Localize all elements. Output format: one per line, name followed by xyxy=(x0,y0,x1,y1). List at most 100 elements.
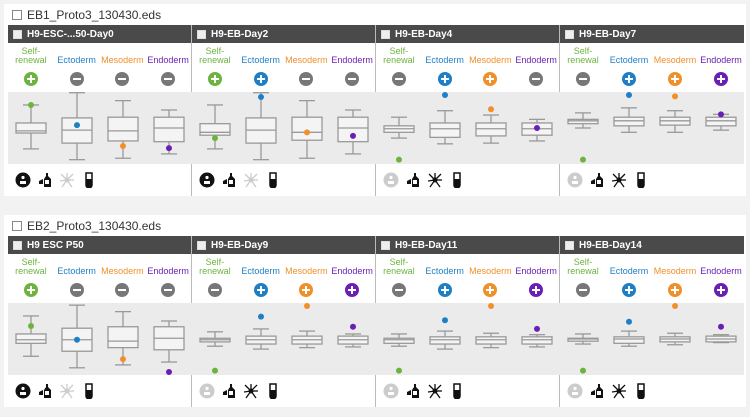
bottle-icon[interactable] xyxy=(37,383,53,399)
call-mesoderm[interactable] xyxy=(100,282,146,297)
tube-icon[interactable] xyxy=(265,172,281,188)
group-checkbox[interactable] xyxy=(12,220,22,231)
call-endoderm[interactable] xyxy=(513,282,559,297)
tube-icon[interactable] xyxy=(449,383,465,399)
bottle-icon[interactable] xyxy=(589,172,605,188)
sample-point[interactable] xyxy=(74,122,80,129)
bottle-icon[interactable] xyxy=(405,383,421,399)
eb-badge-icon[interactable] xyxy=(15,172,31,188)
call-ectoderm[interactable] xyxy=(422,282,468,297)
sample-point[interactable] xyxy=(28,323,34,330)
call-mesoderm[interactable] xyxy=(652,282,698,297)
sample-point[interactable] xyxy=(166,369,172,375)
sample-point[interactable] xyxy=(304,303,310,309)
eb-badge-icon[interactable] xyxy=(567,383,583,399)
call-endoderm[interactable] xyxy=(329,282,375,297)
sample-point[interactable] xyxy=(396,156,402,163)
sample-checkbox[interactable] xyxy=(197,29,206,39)
sample-point[interactable] xyxy=(212,135,218,142)
tube-icon[interactable] xyxy=(449,172,465,188)
tube-icon[interactable] xyxy=(81,172,97,188)
sample-point[interactable] xyxy=(488,106,494,113)
sample-point[interactable] xyxy=(120,356,126,363)
sample-point[interactable] xyxy=(534,125,540,131)
call-self_renewal[interactable] xyxy=(560,282,606,297)
bottle-icon[interactable] xyxy=(221,383,237,399)
call-endoderm[interactable] xyxy=(513,71,559,86)
sample-point[interactable] xyxy=(120,143,126,149)
call-self_renewal[interactable] xyxy=(376,282,422,297)
eb-badge-icon[interactable] xyxy=(199,172,215,188)
eb-badge-icon[interactable] xyxy=(383,172,399,188)
sample-point[interactable] xyxy=(672,93,678,100)
call-mesoderm[interactable] xyxy=(468,282,514,297)
call-self_renewal[interactable] xyxy=(192,71,238,86)
call-endoderm[interactable] xyxy=(329,71,375,86)
bottle-icon[interactable] xyxy=(405,172,421,188)
call-mesoderm[interactable] xyxy=(284,71,330,86)
call-endoderm[interactable] xyxy=(698,71,744,86)
sample-point[interactable] xyxy=(258,94,264,101)
sample-point[interactable] xyxy=(304,129,310,136)
tube-icon[interactable] xyxy=(265,383,281,399)
tube-icon[interactable] xyxy=(633,383,649,399)
eb-badge-icon[interactable] xyxy=(15,383,31,399)
bottle-icon[interactable] xyxy=(221,172,237,188)
call-mesoderm[interactable] xyxy=(652,71,698,86)
sample-point[interactable] xyxy=(718,111,724,118)
sample-point[interactable] xyxy=(28,101,34,108)
sample-checkbox[interactable] xyxy=(381,29,390,39)
sample-point[interactable] xyxy=(488,303,494,309)
call-endoderm[interactable] xyxy=(145,282,191,297)
neuron-icon[interactable] xyxy=(59,172,75,188)
neuron-icon[interactable] xyxy=(243,172,259,188)
call-endoderm[interactable] xyxy=(698,282,744,297)
sample-checkbox[interactable] xyxy=(381,240,390,250)
call-mesoderm[interactable] xyxy=(100,71,146,86)
sample-point[interactable] xyxy=(74,336,80,343)
eb-badge-icon[interactable] xyxy=(567,172,583,188)
neuron-icon[interactable] xyxy=(611,172,627,188)
call-self_renewal[interactable] xyxy=(8,282,54,297)
neuron-icon[interactable] xyxy=(243,383,259,399)
sample-checkbox[interactable] xyxy=(565,29,574,39)
sample-point[interactable] xyxy=(534,325,540,332)
call-ectoderm[interactable] xyxy=(606,282,652,297)
neuron-icon[interactable] xyxy=(427,172,443,188)
call-mesoderm[interactable] xyxy=(468,71,514,86)
group-checkbox[interactable] xyxy=(12,9,22,20)
sample-point[interactable] xyxy=(350,132,356,139)
sample-point[interactable] xyxy=(626,92,632,98)
sample-checkbox[interactable] xyxy=(13,29,22,39)
call-mesoderm[interactable] xyxy=(284,282,330,297)
sample-point[interactable] xyxy=(258,313,264,320)
call-ectoderm[interactable] xyxy=(238,71,284,86)
sample-point[interactable] xyxy=(442,317,448,324)
sample-point[interactable] xyxy=(718,323,724,330)
eb-badge-icon[interactable] xyxy=(383,383,399,399)
sample-checkbox[interactable] xyxy=(197,240,206,250)
neuron-icon[interactable] xyxy=(59,383,75,399)
sample-point[interactable] xyxy=(396,367,402,374)
call-self_renewal[interactable] xyxy=(192,282,238,297)
sample-point[interactable] xyxy=(672,303,678,309)
call-endoderm[interactable] xyxy=(145,71,191,86)
call-ectoderm[interactable] xyxy=(54,282,100,297)
call-self_renewal[interactable] xyxy=(8,71,54,86)
tube-icon[interactable] xyxy=(633,172,649,188)
eb-badge-icon[interactable] xyxy=(199,383,215,399)
sample-checkbox[interactable] xyxy=(565,240,574,250)
call-ectoderm[interactable] xyxy=(422,71,468,86)
bottle-icon[interactable] xyxy=(37,172,53,188)
sample-point[interactable] xyxy=(626,318,632,325)
sample-point[interactable] xyxy=(350,323,356,330)
call-ectoderm[interactable] xyxy=(606,71,652,86)
sample-checkbox[interactable] xyxy=(13,240,22,250)
call-self_renewal[interactable] xyxy=(376,71,422,86)
sample-point[interactable] xyxy=(580,367,586,374)
call-ectoderm[interactable] xyxy=(54,71,100,86)
sample-point[interactable] xyxy=(580,156,586,163)
bottle-icon[interactable] xyxy=(589,383,605,399)
tube-icon[interactable] xyxy=(81,383,97,399)
call-self_renewal[interactable] xyxy=(560,71,606,86)
